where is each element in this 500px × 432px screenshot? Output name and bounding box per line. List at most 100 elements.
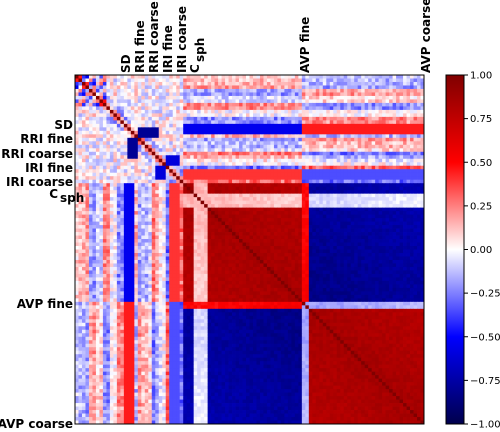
heatmap-cell <box>106 113 111 118</box>
heatmap-cell <box>329 214 334 219</box>
heatmap-cell <box>270 214 275 219</box>
heatmap-cell <box>266 158 271 163</box>
heatmap-cell <box>287 200 292 205</box>
heatmap-cell <box>284 102 289 107</box>
heatmap-cell <box>382 134 387 139</box>
heatmap-cell <box>420 179 424 184</box>
heatmap-cell <box>354 144 359 149</box>
heatmap-cell <box>221 144 226 149</box>
heatmap-cell <box>273 162 278 167</box>
heatmap-cell <box>165 92 170 97</box>
heatmap-cell <box>252 158 257 163</box>
heatmap-cell <box>186 162 191 167</box>
heatmap-cell <box>350 78 355 83</box>
heatmap-cell <box>266 120 271 125</box>
heatmap-cell <box>277 179 282 184</box>
heatmap-cell <box>204 113 209 118</box>
heatmap-cell <box>193 116 198 121</box>
heatmap-cell <box>204 225 209 229</box>
heatmap-cell <box>158 218 163 222</box>
heatmap-cell <box>246 162 250 167</box>
heatmap-cell <box>371 144 376 149</box>
heatmap-cell <box>155 109 160 114</box>
heatmap-cell <box>259 95 264 100</box>
heatmap-cell <box>392 155 397 160</box>
heatmap-cell <box>179 225 184 229</box>
heatmap-cell <box>378 197 383 202</box>
heatmap-cell <box>343 186 348 191</box>
heatmap-cell <box>277 109 282 114</box>
heatmap-cell <box>308 130 313 135</box>
heatmap-cell <box>239 169 243 174</box>
heatmap-cell <box>343 204 348 209</box>
heatmap-cell <box>294 162 299 167</box>
heatmap-cell <box>141 211 146 215</box>
heatmap-cell <box>329 113 334 118</box>
heatmap-cell <box>200 246 205 250</box>
heatmap-cell <box>347 165 352 170</box>
heatmap-cell <box>88 123 93 128</box>
heatmap-cell <box>375 214 380 219</box>
heatmap-cell <box>256 88 261 93</box>
heatmap-cell <box>280 75 285 79</box>
heatmap-cell <box>403 169 407 174</box>
heatmap-cell <box>179 151 184 156</box>
heatmap-cell <box>179 232 184 236</box>
heatmap-cell <box>291 221 296 226</box>
heatmap-cell <box>273 172 278 177</box>
heatmap-cell <box>385 116 390 121</box>
heatmap-cell <box>249 221 254 226</box>
heatmap-cell <box>403 99 407 104</box>
heatmap-cell <box>127 155 132 160</box>
heatmap-cell <box>256 95 261 100</box>
heatmap-cell <box>417 218 421 222</box>
heatmap-cell <box>218 99 222 104</box>
heatmap-cell <box>403 109 407 114</box>
heatmap-cell <box>130 106 135 111</box>
heatmap-cell <box>319 204 324 209</box>
heatmap-cell <box>190 88 195 93</box>
heatmap-cell <box>127 75 132 79</box>
heatmap-cell <box>127 162 132 167</box>
heatmap-cell <box>399 85 404 90</box>
heatmap-cell <box>102 134 107 139</box>
heatmap-cell <box>169 106 174 111</box>
heatmap-cell <box>368 225 373 229</box>
heatmap-cell <box>235 130 240 135</box>
heatmap-cell <box>246 200 250 205</box>
heatmap-cell <box>371 130 376 135</box>
heatmap-cell <box>291 242 296 247</box>
heatmap-cell <box>172 186 177 191</box>
heatmap-cell <box>315 204 320 209</box>
heatmap-cell <box>99 235 104 240</box>
heatmap-cell <box>242 228 247 233</box>
heatmap-cell <box>417 183 421 188</box>
heatmap-cell <box>312 235 317 240</box>
heatmap-cell <box>322 207 327 212</box>
heatmap-cell <box>371 242 376 247</box>
heatmap-cell <box>183 169 188 174</box>
heatmap-cell <box>193 109 198 114</box>
heatmap-cell <box>287 106 292 111</box>
heatmap-cell <box>301 158 306 163</box>
heatmap-cell <box>186 85 191 90</box>
heatmap-cell <box>155 207 160 212</box>
heatmap-cell <box>225 242 229 247</box>
heatmap-cell <box>319 123 324 128</box>
heatmap-cell <box>301 246 306 250</box>
heatmap-cell <box>92 113 97 118</box>
heatmap-cell <box>340 179 345 184</box>
heatmap-cell <box>141 88 146 93</box>
heatmap-cell <box>204 239 209 243</box>
heatmap-cell <box>354 211 359 215</box>
heatmap-cell <box>378 92 383 97</box>
heatmap-cell <box>113 214 118 219</box>
heatmap-cell <box>92 246 97 250</box>
heatmap-cell <box>298 130 303 135</box>
heatmap-cell <box>207 134 212 139</box>
heatmap-cell <box>148 193 153 198</box>
heatmap-cell <box>211 190 215 195</box>
heatmap-cell <box>294 81 299 86</box>
heatmap-cell <box>235 123 240 128</box>
heatmap-cell <box>294 106 299 111</box>
